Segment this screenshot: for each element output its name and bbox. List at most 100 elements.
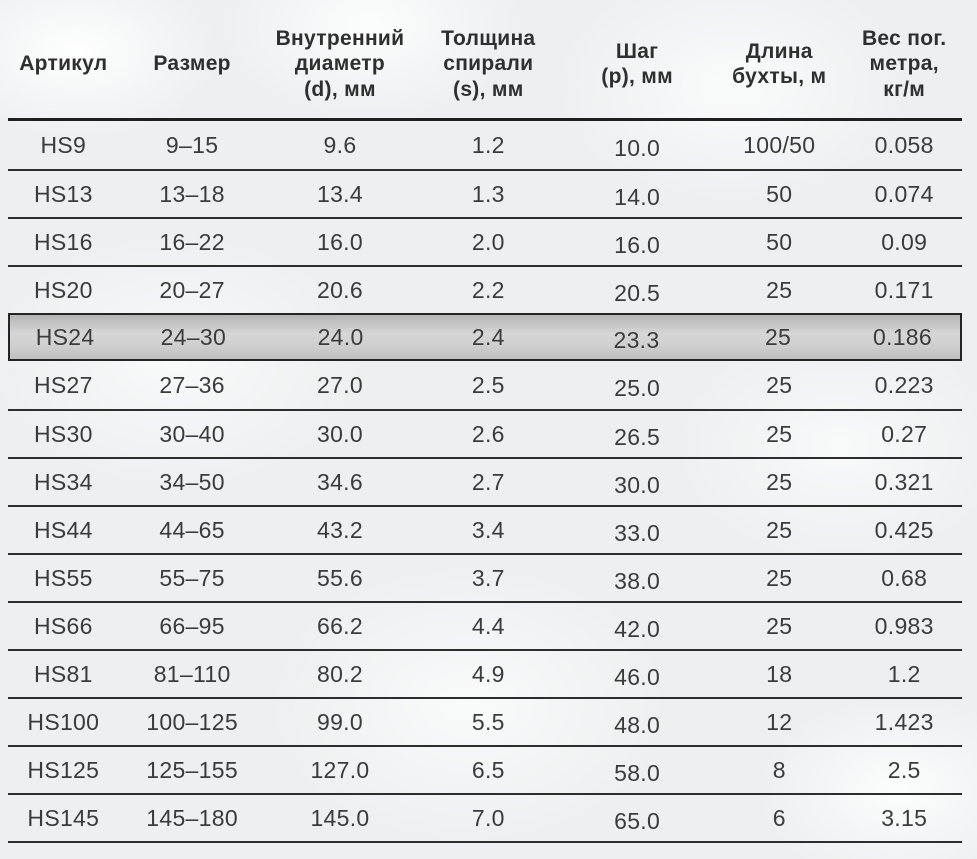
table-cell: 42.0 bbox=[614, 615, 661, 642]
table-cell: 30–40 bbox=[159, 420, 225, 447]
column-header-pitch: Шаг (p), мм bbox=[601, 39, 673, 88]
column-header-size: Размер bbox=[153, 52, 231, 76]
table-cell: 145.0 bbox=[310, 804, 370, 831]
table-cell: 23.3 bbox=[613, 326, 660, 353]
table-cell: 25.0 bbox=[614, 374, 661, 401]
table-cell: 66.2 bbox=[316, 612, 363, 639]
table-cell: 43.2 bbox=[316, 516, 363, 543]
table-cell: HS34 bbox=[33, 468, 93, 495]
table-cell: 9.6 bbox=[323, 131, 357, 158]
table-row-HS81: HS81 81–110 80.2 4.9 46.0 18 1.2 bbox=[8, 649, 962, 697]
table-cell: 20.6 bbox=[316, 276, 363, 303]
table-cell: 10.0 bbox=[614, 134, 661, 161]
table-cell: 6.5 bbox=[471, 756, 505, 783]
table-cell: 99.0 bbox=[316, 708, 363, 735]
table-cell: 7.0 bbox=[471, 804, 505, 831]
table-cell: 38.0 bbox=[614, 567, 661, 594]
table-cell: 25 bbox=[766, 612, 793, 639]
table-cell: 1.423 bbox=[874, 708, 934, 735]
table-cell: HS66 bbox=[33, 612, 93, 639]
table-cell: HS24 bbox=[35, 323, 95, 350]
table-cell: 30.0 bbox=[614, 471, 661, 498]
table-cell: 34–50 bbox=[159, 468, 225, 495]
table-cell: 1.2 bbox=[887, 660, 921, 687]
table-row-HS125: HS125 125–155 127.0 6.5 58.0 8 2.5 bbox=[8, 745, 962, 793]
table-row-HS44: HS44 44–65 43.2 3.4 33.0 25 0.425 bbox=[8, 505, 962, 553]
table-cell: 0.27 bbox=[881, 420, 928, 447]
table-cell: 44–65 bbox=[159, 516, 225, 543]
table-cell: 16.0 bbox=[614, 231, 661, 258]
table-cell: 3.4 bbox=[471, 516, 505, 543]
table-header-row: Артикул Размер Внутренний диаметр (d), мм Т… bbox=[8, 0, 962, 121]
table-cell: 2.7 bbox=[471, 468, 505, 495]
table-cell: 48.0 bbox=[614, 711, 661, 738]
table-cell: HS13 bbox=[33, 180, 93, 207]
table-cell: 13–18 bbox=[159, 180, 225, 207]
table-cell: 0.425 bbox=[874, 516, 934, 543]
table-cell: 9–15 bbox=[165, 131, 219, 158]
table-cell: HS27 bbox=[33, 371, 93, 398]
table-cell: 4.4 bbox=[471, 612, 505, 639]
table-cell: 2.4 bbox=[471, 323, 505, 350]
table-cell: 0.186 bbox=[872, 323, 932, 350]
table-cell: 145–180 bbox=[146, 804, 238, 831]
table-cell: 13.4 bbox=[316, 180, 363, 207]
table-cell: 0.321 bbox=[874, 468, 934, 495]
table-cell: 6 bbox=[772, 804, 786, 831]
spec-table: Артикул Размер Внутренний диаметр (d), мм Т… bbox=[8, 0, 962, 843]
table-cell: 25 bbox=[766, 564, 793, 591]
table-row-HS20: HS20 20–27 20.6 2.2 20.5 25 0.171 bbox=[8, 265, 962, 313]
table-row-HS30: HS30 30–40 30.0 2.6 26.5 25 0.27 bbox=[8, 409, 962, 457]
table-row-HS145: HS145 145–180 145.0 7.0 65.0 6 3.15 bbox=[8, 793, 962, 841]
table-cell: 27.0 bbox=[316, 371, 363, 398]
table-row-HS55: HS55 55–75 55.6 3.7 38.0 25 0.68 bbox=[8, 553, 962, 601]
table-cell: HS9 bbox=[40, 131, 87, 158]
table-cell: 25 bbox=[766, 371, 793, 398]
table-cell: 34.6 bbox=[316, 468, 363, 495]
table-cell: HS30 bbox=[33, 420, 93, 447]
table-cell: HS16 bbox=[33, 228, 93, 255]
table-cell: 33.0 bbox=[614, 519, 661, 546]
table-cell: 46.0 bbox=[614, 663, 661, 690]
table-cell: HS125 bbox=[27, 756, 100, 783]
table-cell: 26.5 bbox=[614, 423, 661, 450]
table-row-HS66: HS66 66–95 66.2 4.4 42.0 25 0.983 bbox=[8, 601, 962, 649]
table-cell: 8 bbox=[772, 756, 786, 783]
table-row-HS9: HS9 9–15 9.6 1.2 10.0 100/50 0.058 bbox=[8, 121, 962, 169]
table-cell: 25 bbox=[766, 468, 793, 495]
table-cell: 16.0 bbox=[316, 228, 363, 255]
column-header-coil-length: Длина бухты, м bbox=[732, 39, 827, 88]
table-cell: 25 bbox=[766, 420, 793, 447]
table-cell: 2.0 bbox=[471, 228, 505, 255]
table-cell: 66–95 bbox=[159, 612, 225, 639]
table-cell: 125–155 bbox=[146, 756, 238, 783]
column-header-inner-diameter: Внутренний диаметр (d), мм bbox=[275, 27, 405, 101]
table-cell: 0.074 bbox=[874, 180, 934, 207]
table-cell: 0.171 bbox=[874, 276, 934, 303]
table-cell: 0.058 bbox=[874, 131, 934, 158]
table-cell: 2.5 bbox=[887, 756, 921, 783]
column-header-article: Артикул bbox=[19, 52, 108, 76]
column-header-spiral-thickness: Толщина спирали (s), мм bbox=[441, 27, 536, 101]
table-row-HS13: HS13 13–18 13.4 1.3 14.0 50 0.074 bbox=[8, 169, 962, 217]
table-cell: HS81 bbox=[33, 660, 93, 687]
table-cell: 24–30 bbox=[160, 323, 227, 350]
table-cell: HS100 bbox=[27, 708, 100, 735]
table-row-HS27: HS27 27–36 27.0 2.5 25.0 25 0.223 bbox=[8, 361, 962, 409]
table-cell: 14.0 bbox=[614, 183, 661, 210]
table-cell: 3.15 bbox=[881, 804, 928, 831]
table-cell: 0.68 bbox=[881, 564, 928, 591]
table-cell: HS55 bbox=[33, 564, 93, 591]
table-cell: 100–125 bbox=[146, 708, 238, 735]
table-cell: 3.7 bbox=[471, 564, 505, 591]
table-cell: 100/50 bbox=[743, 131, 816, 158]
table-cell: 65.0 bbox=[614, 807, 661, 834]
table-cell: 12 bbox=[766, 708, 793, 735]
table-cell: 25 bbox=[766, 516, 793, 543]
table-cell: 0.223 bbox=[874, 371, 934, 398]
table-cell: 25 bbox=[764, 323, 792, 350]
table-cell: 5.5 bbox=[471, 708, 505, 735]
table-cell: HS44 bbox=[33, 516, 93, 543]
table-row-HS100: HS100 100–125 99.0 5.5 48.0 12 1.423 bbox=[8, 697, 962, 745]
table-cell: 55.6 bbox=[316, 564, 363, 591]
